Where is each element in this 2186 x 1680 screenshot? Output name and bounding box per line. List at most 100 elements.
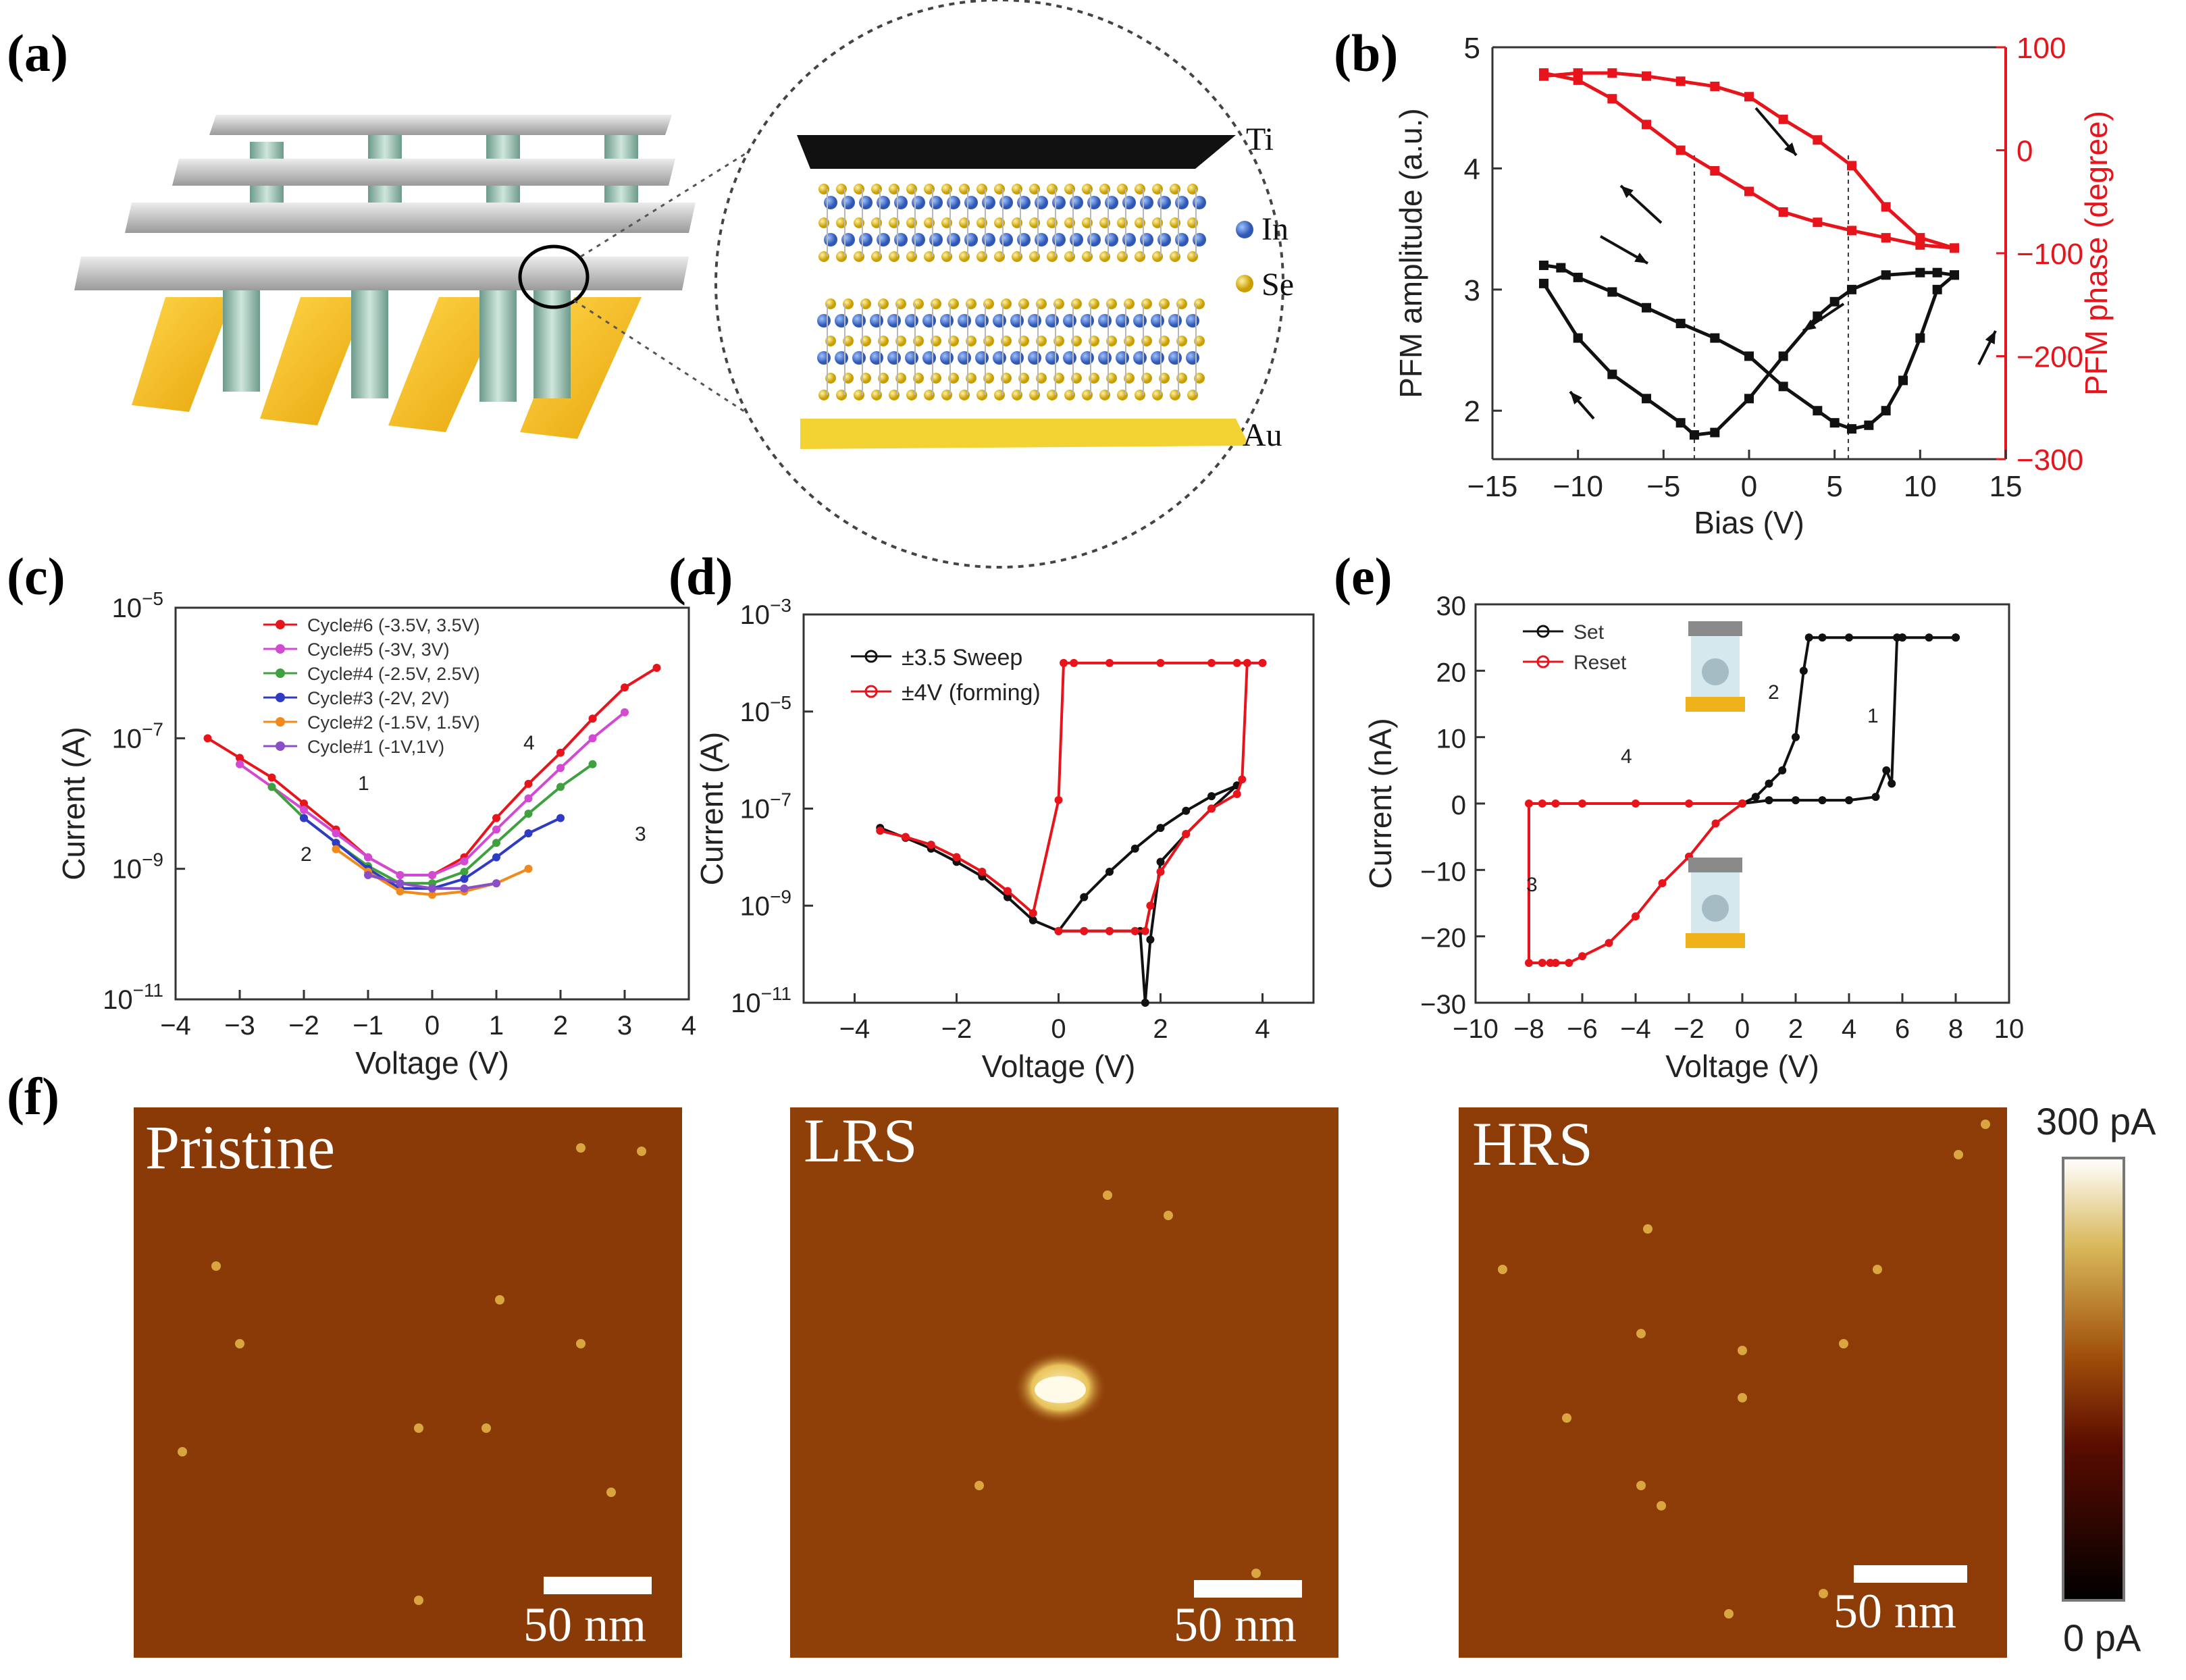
- y-tick-label: 10−9: [740, 886, 791, 921]
- hotspot: [606, 1488, 616, 1497]
- atom: [1140, 196, 1153, 209]
- data-point: [556, 783, 565, 791]
- data-point: [1105, 926, 1114, 935]
- legend-entry: Cycle#4 (-2.5V, 2.5V): [307, 664, 480, 684]
- data-point: [1881, 233, 1891, 243]
- y2-axis-label: PFM phase (degree): [2079, 111, 2114, 396]
- panel-label: (d): [669, 547, 733, 606]
- data-point: [1232, 658, 1241, 667]
- atom: [887, 351, 901, 365]
- data-point: [1675, 145, 1686, 155]
- y2-tick-label: 100: [2016, 32, 2066, 65]
- data-point: [1778, 114, 1788, 124]
- arrow-head: [1784, 142, 1796, 155]
- data-point: [1080, 893, 1089, 901]
- atom: [975, 314, 989, 327]
- legend-entry: Cycle#1 (-1V,1V): [307, 737, 444, 757]
- y-tick-label: 10−11: [103, 980, 163, 1015]
- data-point: [1573, 272, 1583, 282]
- annotation: 1: [358, 772, 369, 795]
- data-point: [1950, 270, 1959, 280]
- legend-swatch-marker: [276, 741, 285, 751]
- data-point: [492, 839, 500, 847]
- atom: [982, 233, 995, 246]
- atom: [887, 314, 901, 327]
- data-point: [1156, 824, 1165, 833]
- chart-panel-b: −15 −10 −5 0 5 10 15 2 3 4 5 100 0 −100 −200 −300 Bias (…: [1334, 24, 2114, 540]
- atom: [877, 233, 890, 246]
- data-point: [1925, 633, 1933, 642]
- data-point: [460, 874, 469, 883]
- atom: [1087, 233, 1101, 246]
- atom: [824, 233, 837, 246]
- hotspot: [1839, 1339, 1848, 1348]
- arrow-head: [1985, 331, 1996, 344]
- y-tick-label: 10−9: [112, 849, 163, 885]
- data-point: [1607, 68, 1617, 78]
- data-point: [1847, 424, 1856, 434]
- y2-tick-label: −100: [2016, 238, 2083, 271]
- chart-panel-d: −4 −2 0 2 4 10−11 10−9 10−7 10−5 10−3 Voltage (V) C…: [669, 547, 1315, 1084]
- atom: [1105, 233, 1118, 246]
- x-tick-label: −6: [1567, 1014, 1598, 1044]
- data-point: [524, 779, 533, 788]
- data-point: [1710, 333, 1720, 343]
- atom: [1017, 233, 1031, 246]
- hotspot: [1562, 1413, 1571, 1423]
- data-point: [1829, 296, 1840, 307]
- hotspot: [1819, 1589, 1828, 1598]
- atom: [1186, 351, 1199, 365]
- atom: [940, 351, 954, 365]
- data-point: [524, 864, 533, 873]
- data-point: [1881, 406, 1891, 416]
- y-tick-label: 0: [1451, 791, 1466, 820]
- atom: [1157, 233, 1171, 246]
- data-point: [1642, 303, 1651, 313]
- hotspot: [637, 1147, 646, 1156]
- data-point: [1642, 394, 1651, 404]
- data-point: [300, 814, 308, 822]
- atom: [947, 233, 960, 246]
- data-point: [1258, 658, 1267, 667]
- pillar: [351, 277, 388, 398]
- x-tick-label: 10: [1994, 1014, 2025, 1044]
- zoom-detail-circle: [714, 0, 1284, 569]
- y-tick-label: 3: [1464, 274, 1480, 307]
- conductive-filament-core: [1035, 1376, 1086, 1403]
- data-point: [460, 884, 469, 893]
- data-point: [588, 734, 597, 743]
- data-point: [524, 794, 533, 803]
- y-axis-label: PFM amplitude (a.u.): [1393, 108, 1428, 398]
- pillar: [223, 277, 260, 392]
- atom: [1045, 314, 1059, 327]
- data-point: [1029, 916, 1037, 924]
- data-point: [556, 814, 565, 822]
- y-tick-label: 2: [1464, 395, 1480, 428]
- colorbar-gradient: [2062, 1157, 2125, 1602]
- atom: [912, 196, 925, 209]
- data-point: [1881, 202, 1891, 212]
- data-point: [621, 708, 629, 716]
- afm-hotspots: [974, 1190, 1261, 1578]
- data-point: [1565, 959, 1573, 967]
- arrow-head: [1570, 392, 1582, 404]
- atom: [1045, 351, 1059, 365]
- data-point: [1182, 806, 1191, 815]
- panel-label: (c): [7, 547, 66, 606]
- hotspot: [211, 1261, 221, 1271]
- series-line: [1742, 636, 1956, 805]
- data-point: [396, 879, 405, 888]
- x-tick-label: −3: [224, 1011, 255, 1041]
- data-point: [1004, 887, 1012, 895]
- atom: [1017, 196, 1031, 209]
- data-point: [396, 871, 405, 880]
- panel-f-label: (f): [7, 1067, 59, 1126]
- series-line: [879, 784, 1239, 1003]
- atom: [958, 314, 971, 327]
- data-point: [978, 868, 987, 876]
- x-tick-label: 10: [1904, 470, 1937, 503]
- x-tick-label: −1: [353, 1011, 384, 1041]
- data-point: [621, 683, 629, 692]
- data-point: [236, 754, 244, 762]
